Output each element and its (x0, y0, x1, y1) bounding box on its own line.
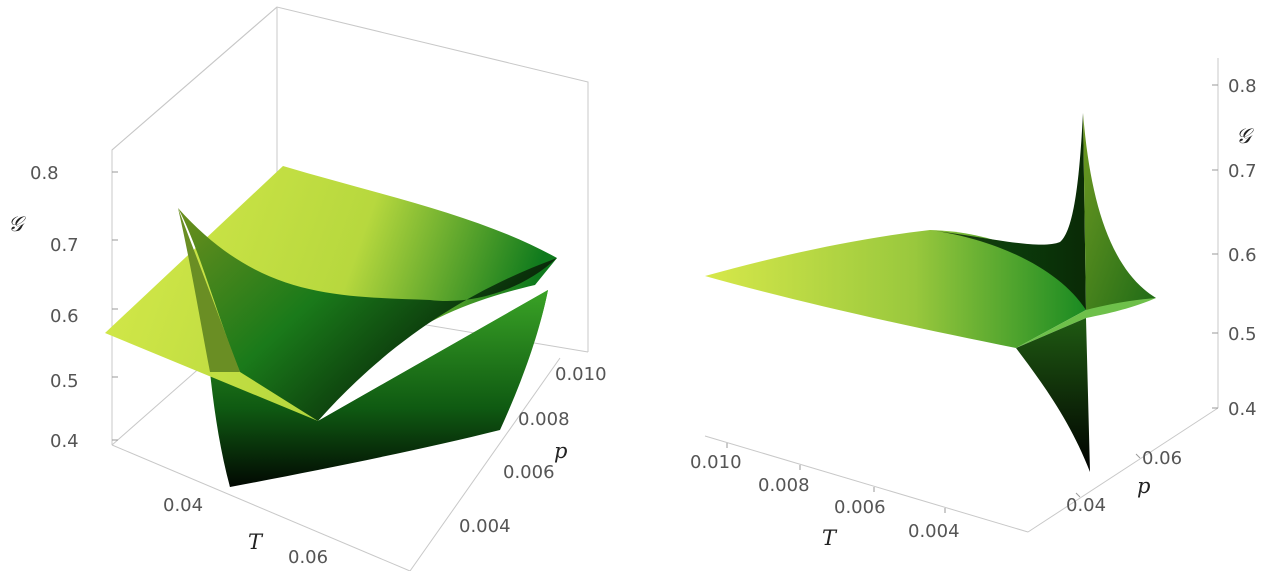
g-tick-label: 0.6 (50, 306, 79, 327)
g-tick-label: 0.4 (50, 431, 79, 452)
chart-1: 0.8 0.7 0.6 0.5 0.4 𝒢 0.04 0.06 T 0.004 … (8, 6, 607, 571)
t-axis-label: T (248, 530, 264, 554)
t-axis-2: 0.010 0.008 0.006 0.004 T (690, 443, 960, 550)
surface-1-fold (178, 208, 557, 421)
surface-1-front-wall (210, 290, 548, 487)
p-tick-label: 0.006 (503, 462, 555, 483)
t-tick-label: 0.010 (690, 452, 742, 473)
surface-2-upper-wall (930, 113, 1086, 310)
p-tick-label: 0.06 (1142, 448, 1182, 469)
g-tick-label: 0.8 (30, 163, 59, 184)
t-tick-label: 0.04 (163, 495, 203, 516)
g-tick-label: 0.5 (50, 371, 79, 392)
g-tick-label: 0.5 (1228, 324, 1257, 345)
t-tick-label: 0.06 (288, 547, 328, 568)
g-tick-label: 0.7 (50, 235, 79, 256)
p-axis-label: p (554, 439, 567, 463)
t-tick-label: 0.006 (834, 497, 886, 518)
p-tick-label: 0.010 (555, 364, 607, 385)
t-axis-label: T (822, 526, 838, 550)
g-tick-label: 0.7 (1228, 161, 1257, 182)
p-axis-label: p (1137, 474, 1150, 498)
surface-2-left-sheet (705, 230, 1086, 348)
t-tick-label: 0.004 (908, 521, 960, 542)
g-axis-label: 𝒢 (8, 212, 26, 236)
p-axis-2: 0.04 0.06 p (1066, 448, 1182, 516)
p-tick-label: 0.04 (1066, 495, 1106, 516)
g-tick-label: 0.8 (1228, 76, 1257, 97)
p-tick-label: 0.008 (518, 409, 570, 430)
t-axis-1: 0.04 0.06 T (163, 495, 328, 568)
bounding-box-2 (704, 58, 1219, 533)
surface-1 (105, 166, 557, 487)
p-axis-1: 0.004 0.006 0.008 0.010 p (459, 364, 607, 537)
surface-2 (705, 113, 1156, 472)
surface-2-right-sheet (1016, 295, 1156, 348)
g-tick-label: 0.6 (1228, 245, 1257, 266)
g-axis-label: 𝒢 (1236, 124, 1254, 148)
g-tick-label: 0.4 (1228, 399, 1257, 420)
surface-2-spike-right (1083, 113, 1156, 310)
p-tick-label: 0.004 (459, 516, 511, 537)
surface-1-left-spike (178, 208, 240, 372)
chart-2: 0.8 0.7 0.6 0.5 0.4 𝒢 0.010 0.008 0.006 … (690, 58, 1257, 550)
t-tick-label: 0.008 (758, 475, 810, 496)
g-axis-1: 0.8 0.7 0.6 0.5 0.4 𝒢 (8, 163, 118, 452)
surface-2-lower-wall (1016, 318, 1090, 472)
g-axis-2: 0.8 0.7 0.6 0.5 0.4 𝒢 (1212, 76, 1257, 420)
